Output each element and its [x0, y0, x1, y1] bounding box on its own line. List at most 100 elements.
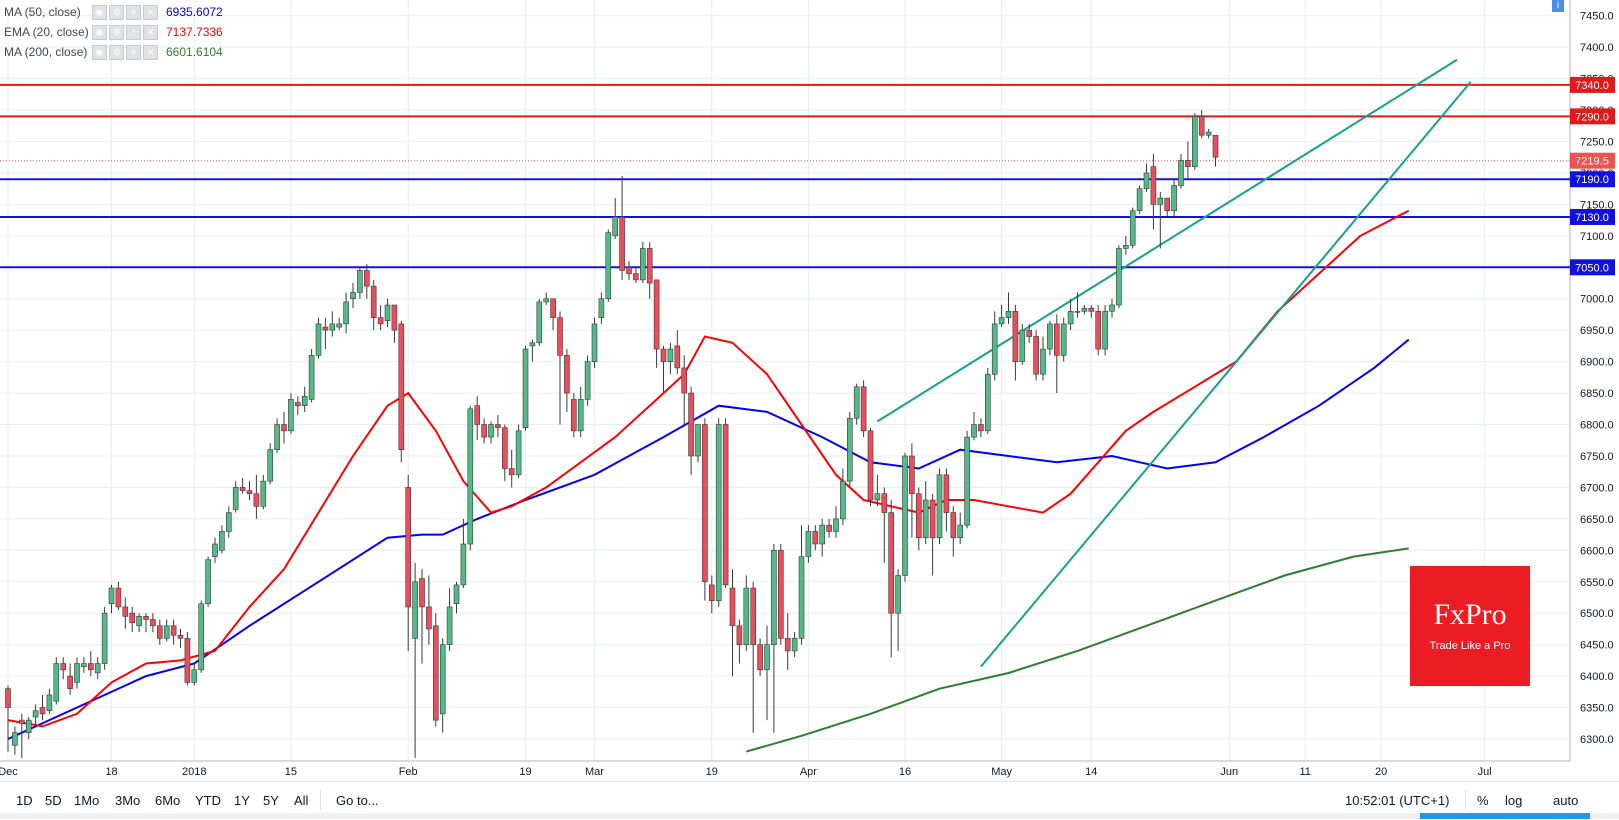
- level-price-tag: [1570, 108, 1615, 125]
- log-scale-toggle[interactable]: log: [1505, 793, 1523, 808]
- candle-body: [1136, 188, 1143, 211]
- candle-body: [384, 304, 391, 322]
- candle-body: [1143, 172, 1150, 189]
- plus-icon[interactable]: +: [126, 24, 141, 40]
- candle-body: [508, 468, 515, 476]
- range-button-1mo[interactable]: 1Mo: [74, 793, 100, 808]
- level-price-label: 7290.0: [1575, 111, 1609, 123]
- candle-body: [1198, 116, 1205, 136]
- close-icon[interactable]: ✕: [143, 44, 158, 60]
- range-button-3mo[interactable]: 3Mo: [115, 793, 141, 808]
- eye-icon[interactable]: ◉: [92, 24, 107, 40]
- legend-value-ma200: 6601.6104: [166, 45, 223, 59]
- clock-label[interactable]: 10:52:01 (UTC+1): [1345, 793, 1450, 808]
- scrollbar-thumb[interactable]: [1420, 813, 1590, 819]
- candle-body: [39, 707, 46, 715]
- candle-body: [619, 216, 625, 271]
- candle-body: [253, 493, 260, 507]
- candle-body: [1205, 131, 1212, 136]
- range-button-all[interactable]: All: [294, 793, 309, 808]
- candle-body: [398, 323, 405, 450]
- plus-icon[interactable]: +: [126, 4, 141, 20]
- range-button-1y[interactable]: 1Y: [234, 793, 250, 808]
- candle-body: [1081, 307, 1088, 312]
- legend-row-ma200[interactable]: MA (200, close) ◉ ⚙ + ✕ 6601.6104: [4, 42, 223, 62]
- auto-scale-toggle[interactable]: auto: [1553, 793, 1579, 808]
- candle-body: [274, 424, 280, 450]
- candle-body: [322, 326, 329, 331]
- price-tick-label: 6400.0: [1580, 671, 1614, 683]
- level-price-tag: [1570, 171, 1615, 188]
- candle-body: [143, 616, 149, 620]
- time-tick-label: Feb: [399, 766, 418, 778]
- candle-body: [239, 487, 246, 491]
- candle-body: [501, 427, 508, 469]
- range-button-6mo[interactable]: 6Mo: [155, 793, 181, 808]
- candle-body: [350, 292, 356, 300]
- candle-body: [129, 612, 135, 623]
- level-price-tag: [1570, 208, 1615, 225]
- percent-scale-toggle[interactable]: %: [1477, 793, 1489, 808]
- candle-body: [646, 248, 653, 284]
- range-button-5d[interactable]: 5D: [45, 793, 62, 808]
- series-line: [7, 338, 1410, 740]
- candle-body: [170, 625, 177, 636]
- candle-body: [833, 518, 839, 532]
- eye-icon[interactable]: ◉: [92, 4, 107, 20]
- price-tick-label: 6600.0: [1580, 545, 1614, 557]
- candle-body: [1109, 304, 1115, 312]
- candle-body: [25, 719, 32, 733]
- candle-body: [446, 606, 453, 645]
- toolbar-divider: [1465, 790, 1466, 810]
- candle-body: [301, 395, 308, 406]
- candle-body: [702, 424, 708, 583]
- settings-icon[interactable]: ⚙: [109, 44, 124, 60]
- price-tick-label: 6900.0: [1580, 357, 1614, 369]
- candle-body: [336, 323, 343, 328]
- legend-row-ema20[interactable]: EMA (20, close) ◉ ⚙ + ✕ 7137.7336: [4, 22, 223, 42]
- price-tick-label: 6750.0: [1580, 451, 1614, 463]
- settings-icon[interactable]: ⚙: [109, 4, 124, 20]
- eye-icon[interactable]: ◉: [92, 44, 107, 60]
- candle-body: [308, 355, 315, 400]
- legend-title-ma50: MA (50, close): [4, 5, 81, 19]
- candle-body: [1157, 197, 1164, 205]
- candle-body: [1060, 323, 1067, 356]
- candle-body: [915, 493, 922, 539]
- price-tick-label: 6950.0: [1580, 325, 1614, 337]
- settings-icon[interactable]: ⚙: [109, 24, 124, 40]
- candle-body: [895, 575, 901, 614]
- candle-body: [943, 474, 950, 513]
- candle-body: [74, 663, 80, 683]
- close-icon[interactable]: ✕: [143, 4, 158, 20]
- candle-body: [101, 612, 108, 664]
- legend-row-ma50[interactable]: MA (50, close) ◉ ⚙ + ✕ 6935.6072: [4, 2, 223, 22]
- candle-body: [936, 474, 943, 539]
- candle-body: [715, 424, 722, 601]
- time-tick-label: 19: [706, 766, 718, 778]
- candle-body: [874, 493, 881, 501]
- close-icon[interactable]: ✕: [143, 24, 158, 40]
- candle-body: [363, 270, 370, 287]
- candle-body: [405, 487, 412, 608]
- candle-body: [198, 603, 204, 671]
- range-button-1d[interactable]: 1D: [16, 793, 33, 808]
- price-tick-label: 6550.0: [1580, 577, 1614, 589]
- candle-body: [1116, 248, 1122, 306]
- candle-body: [667, 348, 674, 362]
- candle-body: [232, 487, 239, 510]
- goto-button[interactable]: Go to...: [336, 793, 379, 808]
- scrollbar-track[interactable]: [0, 813, 1619, 819]
- info-icon[interactable]: i: [1552, 0, 1564, 12]
- time-tick-label: Jul: [1478, 766, 1492, 778]
- candle-body: [971, 424, 977, 438]
- candle-body: [1074, 311, 1081, 313]
- plus-icon[interactable]: +: [126, 44, 141, 60]
- range-button-5y[interactable]: 5Y: [263, 793, 279, 808]
- time-tick-label: Dec: [0, 766, 18, 778]
- candle-body: [163, 625, 170, 639]
- candle-body: [1212, 134, 1219, 158]
- time-tick-label: 16: [899, 766, 911, 778]
- range-button-ytd[interactable]: YTD: [195, 793, 221, 808]
